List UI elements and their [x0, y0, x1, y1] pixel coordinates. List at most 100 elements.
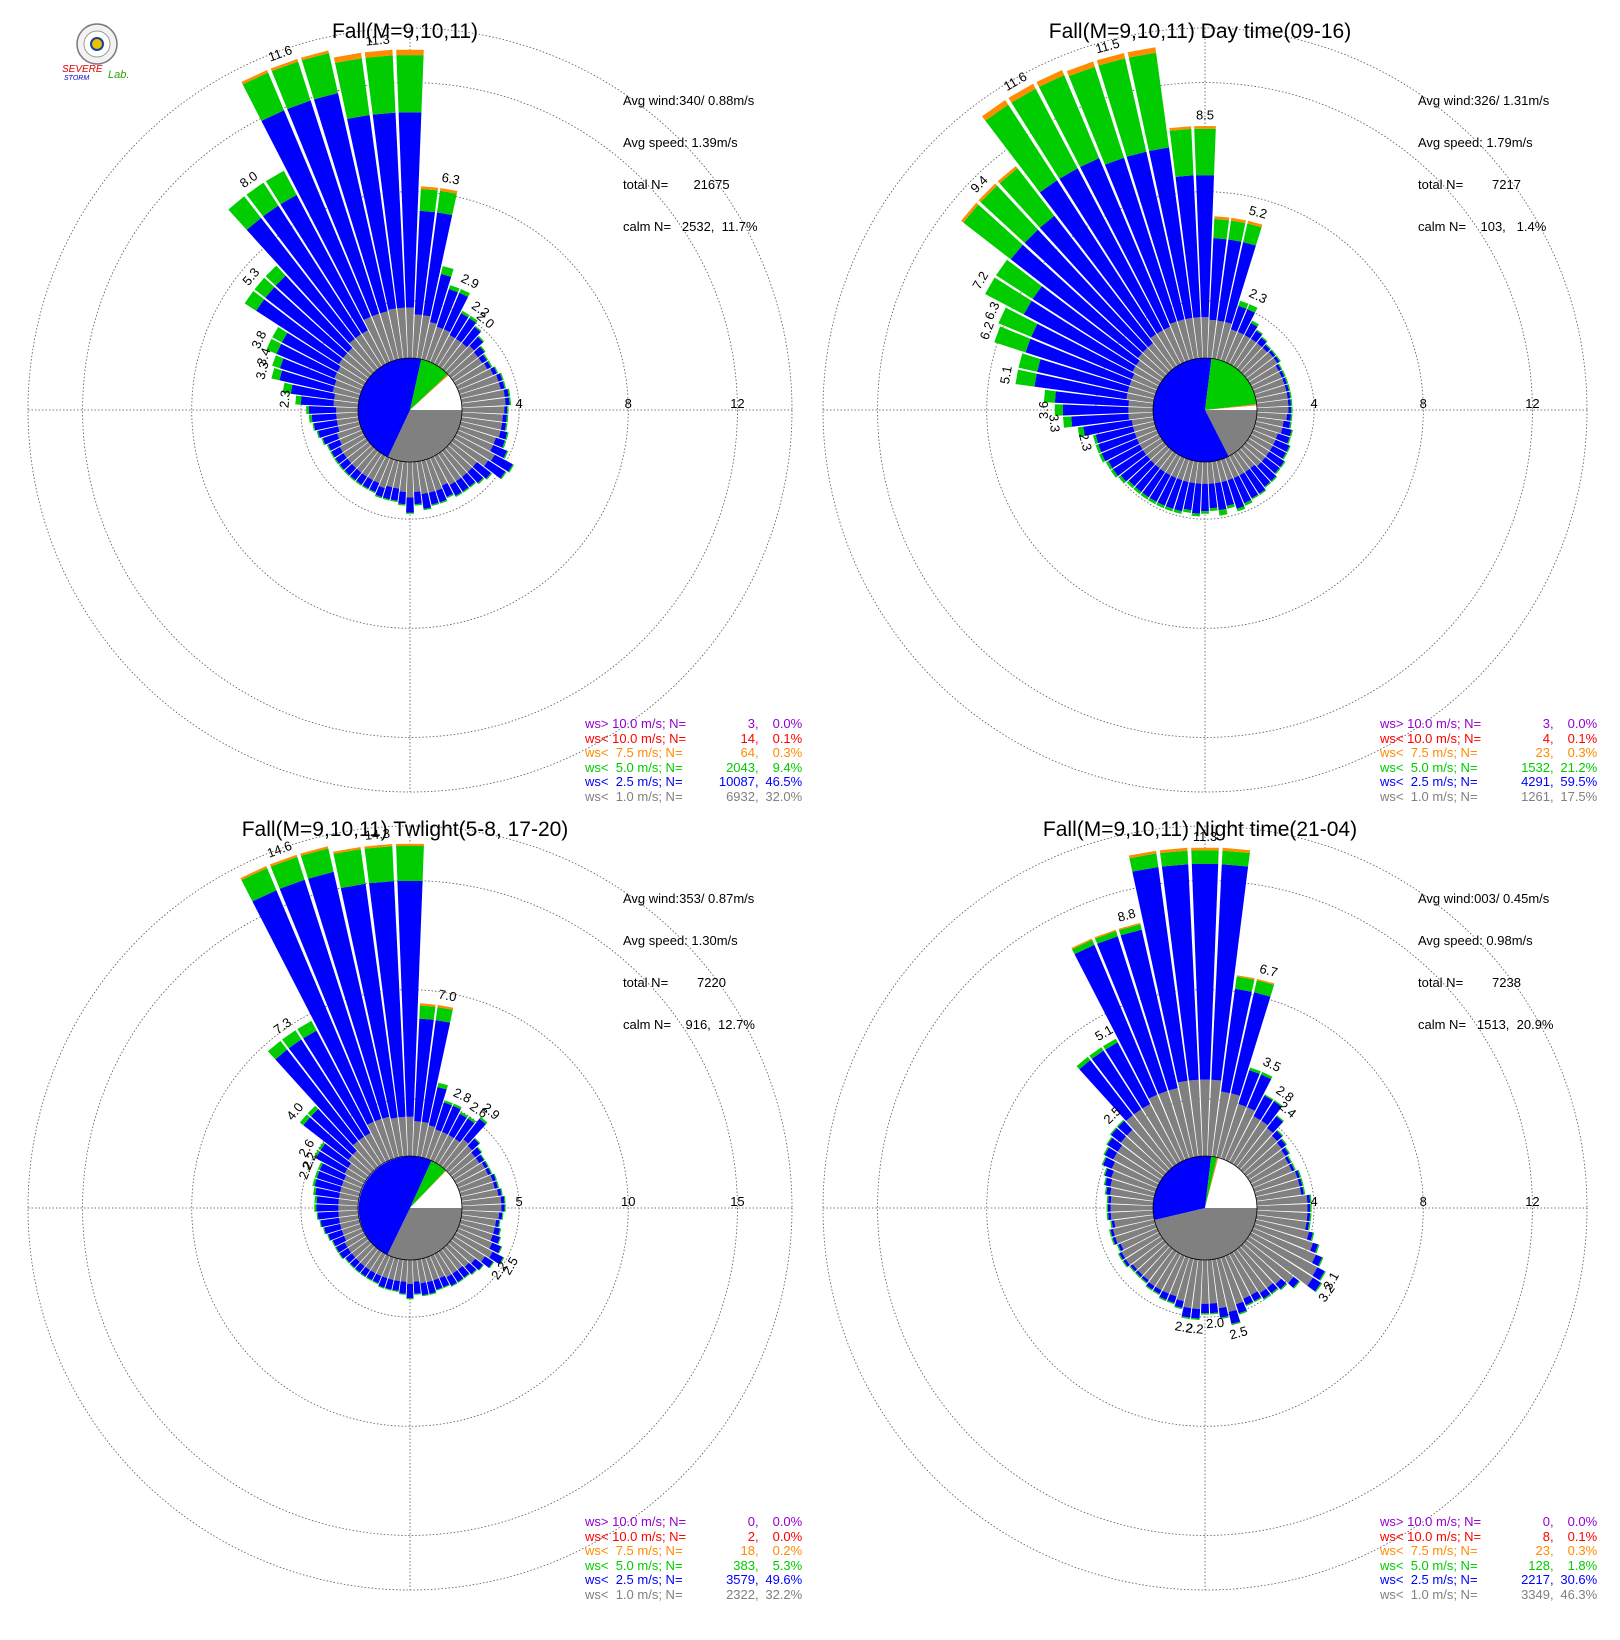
wind-bar-125-bin-lt-5 [1280, 461, 1286, 468]
wind-bar-120-bin-lt-5 [1319, 1271, 1326, 1281]
wind-bar-15-bin-lt-2-5 [428, 1087, 447, 1127]
wind-bar-55-bin-lt-1 [1246, 357, 1278, 382]
center-pie-slice [1152, 357, 1229, 462]
wind-bar-120-bin-lt-1 [1249, 434, 1273, 451]
wind-bar-215-bin-lt-5 [1145, 1285, 1153, 1291]
wind-bar-235-bin-lt-5 [1122, 1260, 1128, 1268]
wind-bar-135-bin-lt-1 [445, 1243, 469, 1267]
wind-bar-165-bin-lt-2-5 [428, 491, 439, 505]
wind-bar-45-bin-lt-1 [445, 1145, 473, 1173]
wind-bar-340-bin-lt-1 [1169, 321, 1190, 362]
wind-bar-50-bin-lt-5 [479, 345, 486, 353]
wind-bar-210-bin-lt-5 [1148, 497, 1157, 505]
wind-bar-85-bin-lt-5 [503, 1196, 506, 1204]
total-n: total N= 7238 [1418, 975, 1521, 990]
wind-bar-0-bin-lt-1 [406, 1116, 414, 1156]
wind-bar-125-bin-lt-2-5 [481, 1256, 494, 1268]
wind-bar-285-bin-lt-1 [340, 1186, 361, 1197]
wind-bar-260-bin-lt-2-5 [1083, 420, 1133, 436]
wind-bar-15-bin-lt-5 [437, 1082, 448, 1090]
wind-bar-280-bin-lt-1 [1126, 393, 1155, 403]
wind-bar-245-bin-lt-1 [1120, 1228, 1159, 1250]
wind-bar-90-bin-lt-2-5 [501, 1204, 505, 1212]
wind-bar-15-bin-lt-5 [1254, 980, 1275, 997]
wind-bar-245-bin-lt-5 [1099, 453, 1106, 463]
wind-bar-240-bin-lt-2-5 [1119, 1252, 1126, 1260]
wind-bar-340-bin-lt-2-5 [1097, 936, 1168, 1095]
wind-bar-165-bin-lt-5 [431, 502, 440, 506]
bar-value-label: 3.3 [252, 360, 271, 381]
bar-value-label: 2.0 [1205, 1315, 1224, 1332]
legend-count: 2 [747, 1528, 755, 1544]
ring-tick-label: 12 [1525, 1194, 1539, 1209]
legend-count: 1261 [1521, 788, 1550, 804]
wind-bar-105-bin-lt-5 [1289, 429, 1293, 437]
wind-bar-140-bin-lt-1 [441, 1246, 463, 1270]
ring-tick-label: 4 [516, 396, 523, 411]
wind-bar-270-bin-lt-2-5 [1108, 1204, 1111, 1212]
legend-row: ws> 10.0 m/s; N= 0, 0.0% [1380, 1514, 1597, 1530]
wind-bar-15-bin-lt-5 [440, 266, 454, 277]
center-pie-slice [410, 374, 449, 410]
legend-count: 0 [1542, 1514, 1550, 1529]
wind-bar-5-bin-lt-1 [412, 314, 422, 359]
wind-bar-170-bin-lt-2-5 [1218, 1306, 1229, 1318]
wind-bar-265-bin-lt-5 [1063, 416, 1073, 428]
wind-bar-10-bin-lt-5 [1235, 976, 1255, 992]
wind-bar-75-bin-lt-5 [1287, 384, 1291, 391]
wind-bar-115-bin-lt-1 [1251, 430, 1276, 445]
wind-bar-100-bin-lt-2-5 [1305, 1221, 1310, 1231]
total-n: total N= 7220 [623, 975, 726, 990]
wind-bar-250-bin-lt-5 [327, 1234, 331, 1241]
wind-bar-330-bin-lt-1 [1142, 1104, 1181, 1164]
center-pie-slice [1205, 1157, 1219, 1208]
wind-bar-355-bin-lt-5 [1169, 128, 1194, 177]
wind-bar-125-bin-lt-5 [1315, 1282, 1323, 1293]
wind-bar-50-bin-lt-1 [448, 1152, 476, 1177]
avg-wind: Avg wind:326/ 1.31m/s [1418, 93, 1550, 108]
bar-value-label: 8.5 [1196, 108, 1214, 123]
wind-bar-335-bin-lt-2-5 [1074, 944, 1158, 1099]
wind-bar-225-bin-lt-5 [343, 470, 350, 477]
wind-bar-200-bin-lt-1 [1177, 458, 1190, 481]
wind-bar-300-bin-lt-5 [313, 1150, 320, 1159]
wind-bar-350-bin-lt-5 [335, 58, 370, 119]
wind-bar-165-bin-lt-5 [1226, 504, 1235, 509]
wind-bar-330-bin-lt-7-5 [1008, 83, 1036, 103]
wind-bar-40-bin-lt-2-5 [462, 326, 481, 348]
wind-bar-325-bin-lt-2-5 [1091, 1050, 1142, 1115]
wind-bar-90-bin-lt-1 [1257, 406, 1289, 414]
wind-bar-30-bin-lt-5 [461, 310, 470, 318]
wind-bar-305-bin-lt-5 [244, 291, 265, 311]
wind-bar-15-bin-lt-1 [421, 322, 437, 361]
wind-bar-325-bin-lt-1 [358, 1136, 382, 1167]
wind-bar-290-bin-lt-1 [334, 380, 362, 395]
wind-bar-35-bin-lt-2-5 [1261, 1101, 1282, 1126]
wind-bar-350-bin-lt-7-5 [1127, 47, 1157, 58]
logo-text-lab: Lab. [108, 69, 129, 81]
wind-bar-95-bin-lt-1 [1256, 412, 1287, 421]
wind-bar-110-bin-lt-5 [1287, 437, 1291, 445]
wind-bar-155-bin-lt-2-5 [439, 1275, 450, 1288]
bar-value-label: 14.3 [364, 826, 391, 843]
wind-bar-140-bin-lt-5 [1271, 1288, 1279, 1295]
wind-bar-270-bin-lt-1 [1128, 407, 1153, 413]
wind-bar-355-bin-lt-1 [1188, 1079, 1203, 1157]
wind-bar-20-bin-lt-2-5 [436, 289, 458, 329]
wind-bar-35-bin-lt-1 [1233, 1120, 1268, 1167]
wind-bar-100-bin-lt-2-5 [1282, 420, 1291, 429]
bar-value-label: 3.6 [1036, 401, 1051, 419]
wind-bar-10-bin-lt-2-5 [1221, 988, 1252, 1094]
wind-bar-95-bin-lt-1 [1256, 1210, 1308, 1221]
wind-bar-335-bin-lt-7-5 [1071, 938, 1093, 950]
wind-bar-290-bin-lt-5 [994, 326, 1031, 353]
wind-bar-260-bin-lt-1 [1131, 417, 1155, 426]
wind-bar-0-bin-lt-7-5 [1191, 847, 1219, 851]
windrose-chart-twilight: 5 10 1514.614.37.37.04.02.62.22.22.82.62.9… [27, 825, 793, 1591]
wind-bar-110-bin-lt-5 [502, 440, 507, 449]
grid-ring [986, 191, 1424, 629]
wind-bar-160-bin-lt-2-5 [435, 488, 447, 503]
wind-bar-295-bin-lt-2-5 [1031, 323, 1135, 380]
wind-bar-215-bin-lt-2-5 [356, 473, 367, 485]
avg-wind: Avg wind:340/ 0.88m/s [623, 93, 755, 108]
